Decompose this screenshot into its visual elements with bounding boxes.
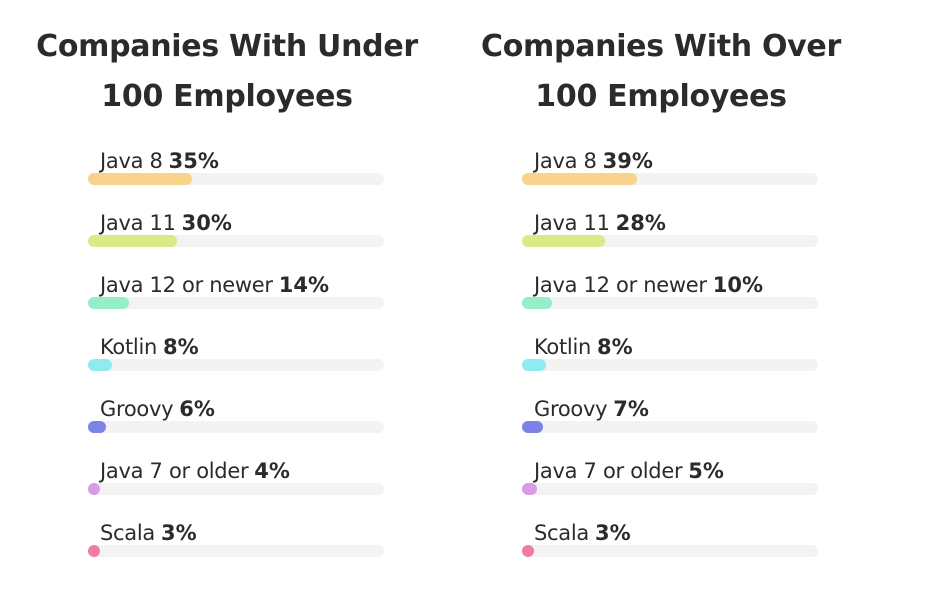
bar-label: Java 11 30% — [100, 208, 232, 238]
bar-row-scala: Scala 3% — [522, 518, 818, 568]
value-label: 39% — [602, 149, 653, 173]
value-label: 7% — [613, 397, 649, 421]
bar-fill-java-7-or-older — [522, 483, 537, 495]
bar-fill-java-8 — [88, 173, 192, 185]
bar-fill-kotlin — [88, 359, 112, 371]
category-label: Java 11 — [100, 211, 176, 235]
bar-label: Kotlin 8% — [534, 332, 633, 362]
value-label: 8% — [163, 335, 199, 359]
bar-track — [522, 545, 818, 557]
bar-row-java-12-or-newer: Java 12 or newer 10% — [522, 270, 818, 320]
bar-row-java-7-or-older: Java 7 or older 4% — [88, 456, 384, 506]
chart-title-line-1: Companies With Under — [36, 29, 418, 64]
bar-fill-groovy — [522, 421, 543, 433]
value-label: 10% — [712, 273, 764, 297]
value-label: 8% — [597, 335, 633, 359]
category-label: Scala — [534, 521, 589, 545]
bar-label: Java 8 39% — [534, 146, 653, 176]
bar-track — [88, 545, 384, 557]
bar-fill-java-12-or-newer — [522, 297, 552, 309]
bar-track — [88, 421, 384, 433]
bar-label: Scala 3% — [534, 518, 631, 548]
bar-row-scala: Scala 3% — [88, 518, 384, 568]
bar-row-java-8: Java 8 35% — [88, 146, 384, 196]
bar-track — [522, 359, 818, 371]
bar-track — [522, 483, 818, 495]
bar-fill-scala — [522, 545, 534, 557]
bar-fill-java-11 — [522, 235, 605, 247]
chart-title-line-1: Companies With Over — [481, 29, 841, 64]
bar-track — [522, 173, 818, 185]
category-label: Java 12 or newer — [534, 273, 707, 297]
bar-label: Groovy 7% — [534, 394, 649, 424]
chart-title-line-2: 100 Employees — [101, 79, 353, 114]
category-label: Java 12 or newer — [100, 273, 273, 297]
bar-fill-kotlin — [522, 359, 546, 371]
value-label: 14% — [278, 273, 330, 297]
value-label: 30% — [181, 211, 232, 235]
bar-row-groovy: Groovy 7% — [522, 394, 818, 444]
bar-row-java-7-or-older: Java 7 or older 5% — [522, 456, 818, 506]
bar-row-java-11: Java 11 30% — [88, 208, 384, 258]
bar-label: Java 11 28% — [534, 208, 666, 238]
bar-label: Java 7 or older 4% — [100, 456, 290, 486]
category-label: Groovy — [100, 397, 174, 421]
value-label: 4% — [254, 459, 290, 483]
bar-track — [522, 421, 818, 433]
category-label: Scala — [100, 521, 155, 545]
chart-title: Companies With Under 100 Employees — [12, 22, 442, 122]
bar-label: Groovy 6% — [100, 394, 215, 424]
bar-fill-java-11 — [88, 235, 177, 247]
bar-track — [88, 235, 384, 247]
bar-label: Java 7 or older 5% — [534, 456, 724, 486]
bar-track — [88, 359, 384, 371]
value-label: 6% — [179, 397, 215, 421]
category-label: Groovy — [534, 397, 608, 421]
value-label: 5% — [688, 459, 724, 483]
value-label: 28% — [615, 211, 666, 235]
bar-fill-scala — [88, 545, 100, 557]
category-label: Java 11 — [534, 211, 610, 235]
bar-track — [88, 297, 384, 309]
category-label: Java 8 — [534, 149, 597, 173]
category-label: Kotlin — [534, 335, 591, 359]
chart-panel-under-100: Companies With Under 100 Employees Java … — [12, 0, 442, 596]
bar-label: Java 12 or newer 14% — [100, 270, 329, 300]
bar-fill-groovy — [88, 421, 106, 433]
category-label: Java 7 or older — [534, 459, 683, 483]
bar-fill-java-12-or-newer — [88, 297, 130, 309]
bar-track — [522, 235, 818, 247]
bar-fill-java-7-or-older — [88, 483, 100, 495]
bar-label: Java 12 or newer 10% — [534, 270, 763, 300]
bar-row-java-11: Java 11 28% — [522, 208, 818, 258]
category-label: Java 7 or older — [100, 459, 249, 483]
chart-title-line-2: 100 Employees — [535, 79, 787, 114]
bar-track — [522, 297, 818, 309]
bar-row-groovy: Groovy 6% — [88, 394, 384, 444]
bar-label: Java 8 35% — [100, 146, 219, 176]
category-label: Java 8 — [100, 149, 163, 173]
bar-label: Kotlin 8% — [100, 332, 199, 362]
chart-panel-over-100: Companies With Over 100 Employees Java 8… — [446, 0, 876, 596]
bar-row-kotlin: Kotlin 8% — [88, 332, 384, 382]
category-label: Kotlin — [100, 335, 157, 359]
value-label: 35% — [168, 149, 219, 173]
bar-row-java-8: Java 8 39% — [522, 146, 818, 196]
bar-track — [88, 483, 384, 495]
bar-row-kotlin: Kotlin 8% — [522, 332, 818, 382]
value-label: 3% — [594, 521, 631, 545]
bar-fill-java-8 — [522, 173, 638, 185]
chart-title: Companies With Over 100 Employees — [446, 22, 876, 122]
bar-row-java-12-or-newer: Java 12 or newer 14% — [88, 270, 384, 320]
value-label: 3% — [160, 521, 197, 545]
bar-track — [88, 173, 384, 185]
bar-label: Scala 3% — [100, 518, 197, 548]
